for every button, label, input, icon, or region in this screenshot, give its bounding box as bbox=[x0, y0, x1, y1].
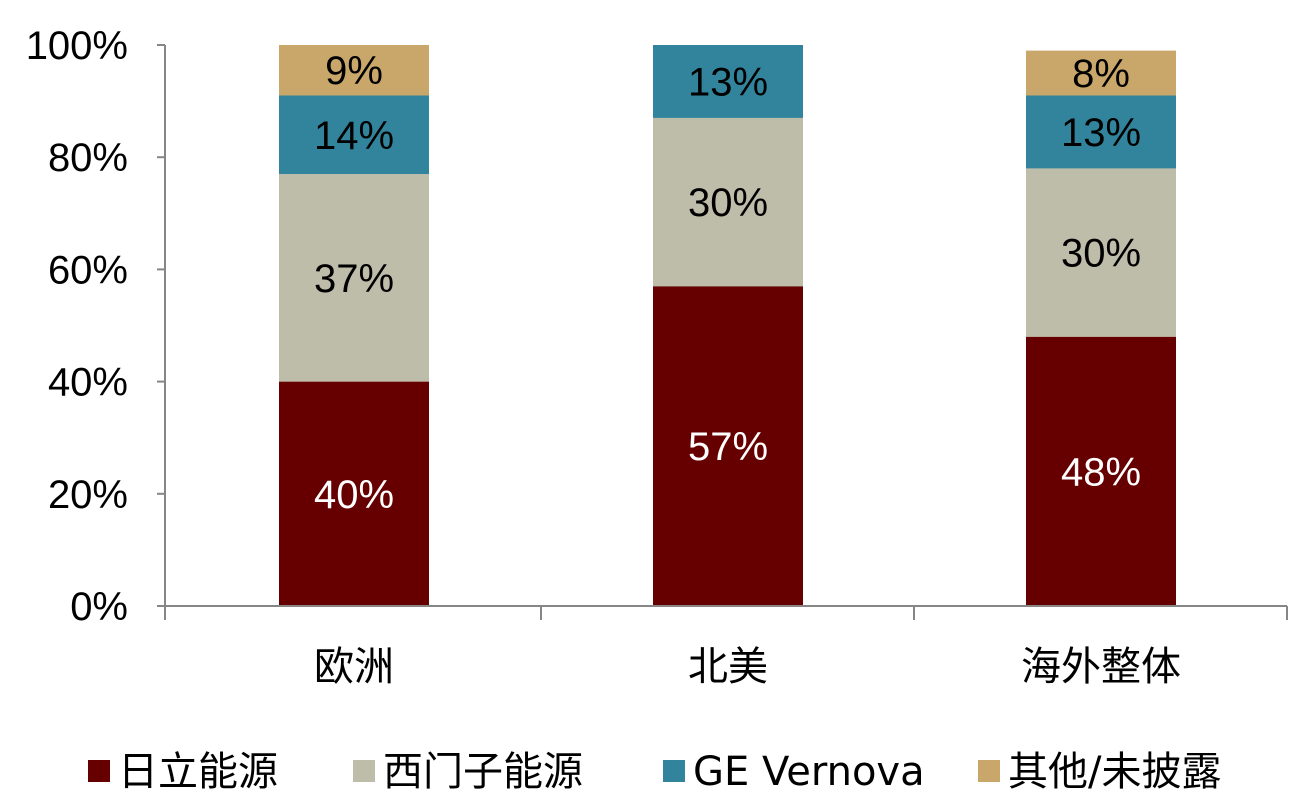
data-label: 40% bbox=[314, 473, 394, 517]
data-label: 13% bbox=[1061, 111, 1141, 155]
data-label: 57% bbox=[688, 425, 768, 469]
data-label: 48% bbox=[1061, 450, 1141, 494]
y-tick-label: 60% bbox=[48, 248, 128, 292]
legend-label: 西门子能源 bbox=[383, 749, 583, 795]
data-label: 9% bbox=[325, 49, 383, 93]
data-label: 8% bbox=[1072, 52, 1130, 96]
bar-segment bbox=[279, 174, 429, 382]
y-tick-label: 0% bbox=[70, 585, 128, 629]
data-label: 30% bbox=[688, 181, 768, 225]
y-tick-label: 100% bbox=[26, 24, 128, 68]
bar-segment bbox=[1026, 336, 1176, 606]
y-tick-label: 80% bbox=[48, 136, 128, 180]
legend-swatch bbox=[88, 760, 110, 782]
data-label: 30% bbox=[1061, 232, 1141, 276]
data-label: 13% bbox=[688, 60, 768, 104]
x-tick-label: 欧洲 bbox=[314, 644, 394, 690]
data-label: 37% bbox=[314, 257, 394, 301]
bar-segment bbox=[1026, 95, 1176, 169]
bar-segment bbox=[1026, 168, 1176, 337]
bar-segment bbox=[653, 117, 803, 287]
bar-segment bbox=[653, 45, 803, 118]
x-tick-label: 海外整体 bbox=[1021, 644, 1181, 690]
data-label: 14% bbox=[314, 114, 394, 158]
x-tick-label: 北美 bbox=[688, 644, 768, 690]
legend-label: GE Vernova bbox=[693, 749, 925, 795]
bar-segment bbox=[653, 286, 803, 606]
y-tick-label: 40% bbox=[48, 361, 128, 405]
bar-segment bbox=[1026, 50, 1176, 96]
legend-label: 其他/未披露 bbox=[1008, 749, 1221, 795]
legend-swatch bbox=[978, 760, 1000, 782]
legend-swatch bbox=[663, 760, 685, 782]
bar-segment bbox=[279, 45, 429, 96]
bar-segment bbox=[279, 381, 429, 606]
y-tick-label: 20% bbox=[48, 473, 128, 517]
bar-segment bbox=[279, 95, 429, 175]
legend-label: 日立能源 bbox=[118, 749, 278, 795]
legend-swatch bbox=[353, 760, 375, 782]
